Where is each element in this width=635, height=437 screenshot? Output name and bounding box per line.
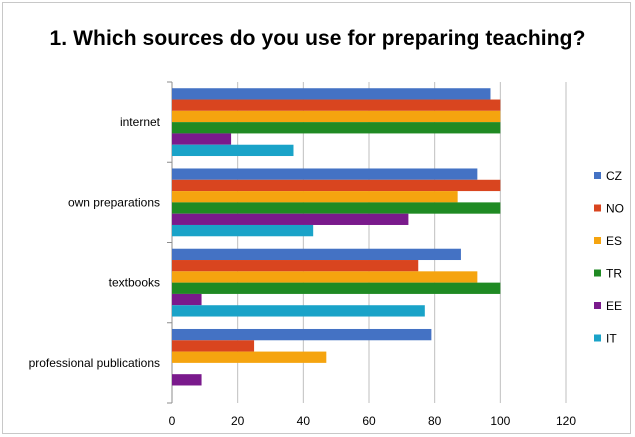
legend-label-no: NO [606,202,624,216]
bar-es-internet [172,110,501,123]
chart-title: 1. Which sources do you use for preparin… [49,27,586,50]
legend-swatch-no [594,204,601,212]
bar-it-own-preparations [172,224,314,237]
bar-cz-professional-publications [172,328,432,341]
legend-label-it: IT [606,332,617,346]
bar-it-textbooks [172,305,425,317]
x-tick-label: 80 [428,414,442,428]
legend-swatch-cz [594,172,601,179]
x-tick-label: 20 [231,414,245,428]
bar-no-textbooks [172,260,419,272]
bar-tr-internet [172,122,501,134]
category-label: professional publications [29,356,160,370]
legend-label-tr: TR [606,267,622,281]
category-label: textbooks [109,276,160,290]
bar-cz-textbooks [172,248,461,261]
legend-swatch-es [594,237,601,244]
legend-label-es: ES [606,234,622,248]
bar-ee-internet [172,133,232,145]
x-tick-label: 0 [169,414,176,428]
legend-swatch-it [594,334,601,342]
x-tick-label: 60 [362,414,376,428]
legend-label-ee: EE [606,299,622,313]
bar-it-internet [172,144,294,157]
legend-label-cz: CZ [606,169,622,183]
bar-ee-textbooks [172,293,202,306]
bar-tr-textbooks [172,282,501,294]
bar-tr-own-preparations [172,202,501,214]
category-label: own preparations [68,195,160,209]
bar-no-internet [172,99,501,111]
bar-ee-professional-publications [172,374,202,386]
category-label: internet [120,115,161,129]
bar-es-textbooks [172,271,478,283]
bar-no-professional-publications [172,340,255,352]
legend-swatch-ee [594,302,601,309]
legend-swatch-tr [594,269,601,277]
bar-ee-own-preparations [172,213,409,225]
bar-cz-internet [172,88,491,100]
x-tick-label: 120 [556,414,576,428]
x-tick-label: 40 [297,414,311,428]
bar-es-professional-publications [172,351,327,363]
bar-es-own-preparations [172,191,458,203]
x-tick-label: 100 [490,414,510,428]
bar-no-own-preparations [172,179,501,192]
bar-cz-own-preparations [172,168,478,180]
